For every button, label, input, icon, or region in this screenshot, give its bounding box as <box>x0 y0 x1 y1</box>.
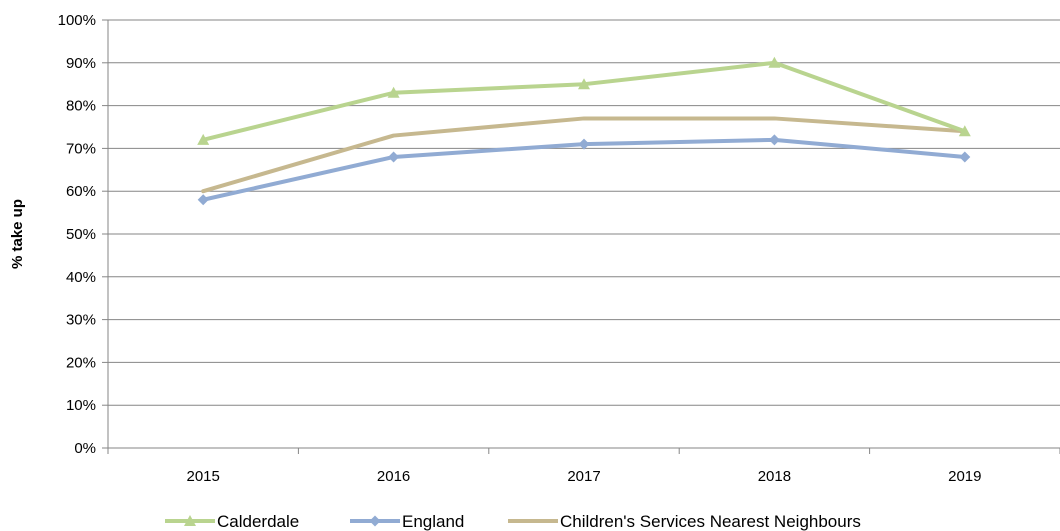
legend-label: England <box>402 512 464 531</box>
x-tick-label: 2019 <box>948 468 981 485</box>
series-markers <box>197 56 971 206</box>
data-point-england <box>197 194 209 206</box>
axes <box>107 20 1060 449</box>
x-tick-label: 2015 <box>187 468 220 485</box>
data-point-england <box>578 138 590 150</box>
y-tick-labels: 0% 10% 20% 30% 40% 50% 60% 70% 80% 90% 100% <box>58 12 96 457</box>
data-point-england <box>768 134 780 146</box>
legend-marker <box>184 515 196 526</box>
x-tick-label: 2016 <box>377 468 410 485</box>
y-tick-label: 90% <box>66 55 96 72</box>
y-tick-label: 70% <box>66 140 96 157</box>
data-point-calderdale <box>197 133 210 145</box>
y-tick-label: 0% <box>74 440 96 457</box>
data-point-calderdale <box>578 78 590 90</box>
y-tick-label: 10% <box>66 397 96 414</box>
data-point-england <box>388 151 400 163</box>
y-tick-label: 40% <box>66 269 96 286</box>
y-tick-label: 50% <box>66 226 96 243</box>
data-point-calderdale <box>768 56 781 68</box>
y-tick-label: 100% <box>58 12 96 29</box>
legend-marker <box>369 515 381 527</box>
y-tick-label: 20% <box>66 354 96 371</box>
y-tick-label: 30% <box>66 312 96 329</box>
legend: Calderdale England Children's Services Nea… <box>165 512 861 531</box>
y-axis-title: % take up <box>9 199 26 269</box>
series-line-children-s-services-nearest-neighbours <box>201 116 967 194</box>
data-point-calderdale <box>387 86 400 98</box>
y-tick-label: 60% <box>66 183 96 200</box>
x-tick-label: 2018 <box>758 468 791 485</box>
data-point-calderdale <box>958 125 971 137</box>
data-point-england <box>959 151 971 163</box>
y-tick-label: 80% <box>66 98 96 115</box>
legend-label: Calderdale <box>217 512 299 531</box>
legend-label: Children's Services Nearest Neighbours <box>560 512 861 531</box>
series-line-calderdale <box>201 60 967 142</box>
x-tick-label: 2017 <box>567 468 600 485</box>
x-tick-labels: 2015 2016 2017 2018 2019 <box>187 468 982 485</box>
